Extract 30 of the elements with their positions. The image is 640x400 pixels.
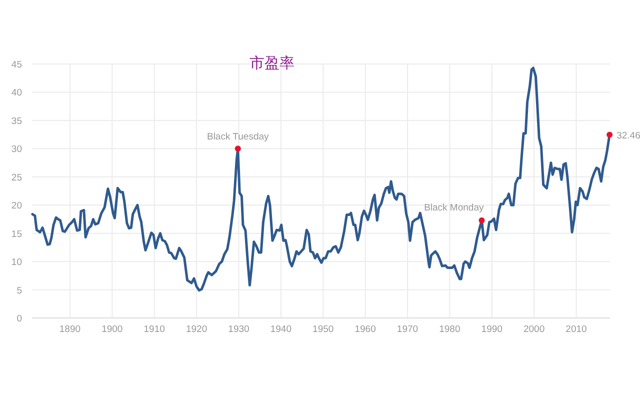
x-tick-label: 1930 <box>228 324 250 335</box>
x-tick-label: 1900 <box>102 324 123 335</box>
y-tick-label: 5 <box>16 285 22 296</box>
annotation: Black Monday <box>424 202 484 214</box>
annotation: Black Tuesday <box>207 132 269 152</box>
x-tick-label: 1920 <box>186 324 208 335</box>
x-tick-label: 1890 <box>59 324 81 335</box>
x-tick-label: 1950 <box>312 324 334 335</box>
x-tick-label: 1960 <box>354 324 376 335</box>
chart-title: 市盈率 <box>250 55 294 72</box>
x-tick-label: 1980 <box>439 324 460 335</box>
y-tick-label: 30 <box>11 144 22 156</box>
x-tick-label: 1910 <box>144 324 165 335</box>
y-tick-label: 45 <box>11 60 22 70</box>
x-tick-label: 1940 <box>270 324 292 335</box>
x-tick-label: 2000 <box>523 324 545 335</box>
annotation: Black Tuesday <box>206 132 270 143</box>
y-tick-label: 20 <box>11 200 22 212</box>
y-tick-label: 25 <box>11 172 22 184</box>
y-tick-label: 0 <box>16 314 22 324</box>
y-tick-label: 40 <box>11 88 22 99</box>
y-tick-label: 15 <box>11 228 22 240</box>
y-tick-label: 35 <box>11 116 22 127</box>
annotation: Black Monday <box>424 202 485 224</box>
annotation: 32.46 <box>606 130 640 142</box>
annotation: 32.46 <box>616 130 640 142</box>
x-tick-label: 2010 <box>566 324 587 335</box>
x-tick-label: 1970 <box>396 324 418 335</box>
x-tick-label: 1990 <box>481 324 502 335</box>
y-tick-label: 10 <box>11 257 22 268</box>
